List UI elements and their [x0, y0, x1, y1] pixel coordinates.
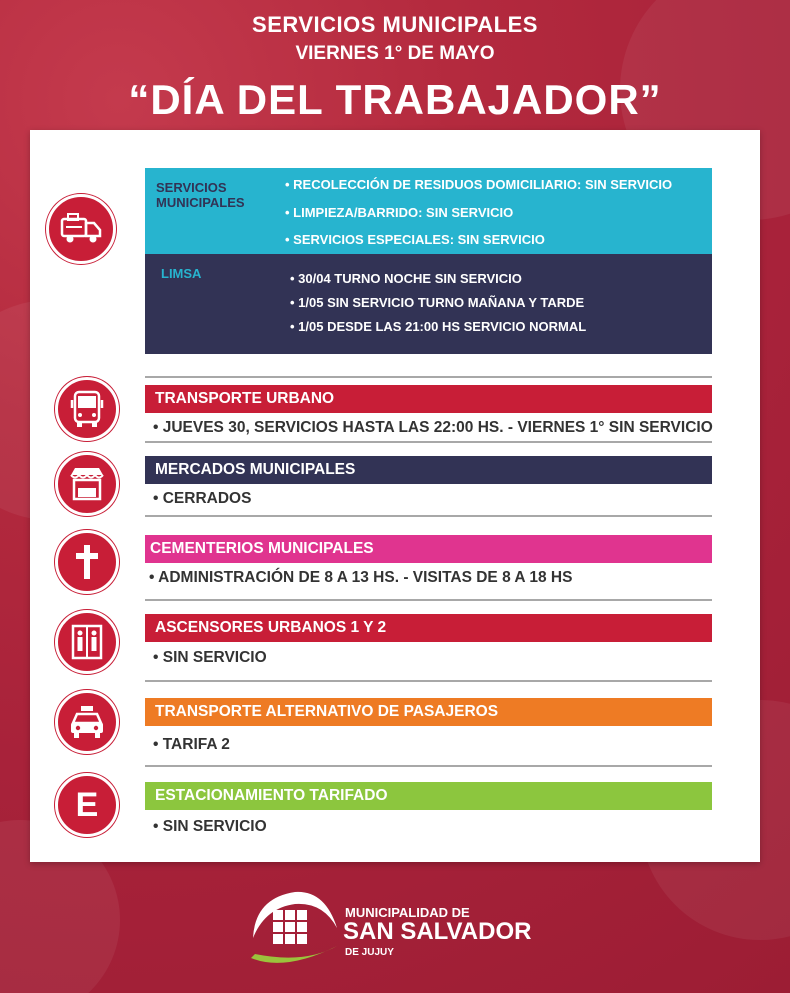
section-detail: • JUEVES 30, SERVICIOS HASTA LAS 22:00 H… [153, 419, 713, 436]
municipality-emblem-icon [251, 891, 337, 963]
limsa-item: • 30/04 TURNO NOCHE SIN SERVICIO [290, 271, 522, 286]
logo-line-3: DE JUJUY [345, 947, 394, 958]
servicios-label-line2: MUNICIPALES [156, 195, 245, 210]
section-detail: • SIN SERVICIO [153, 818, 267, 835]
section-detail: • CERRADOS [153, 490, 252, 507]
section-title: ESTACIONAMIENTO TARIFADO [155, 787, 388, 804]
logo-line-1: MUNICIPALIDAD DE [345, 905, 470, 920]
divider [145, 599, 712, 601]
section-detail: • ADMINISTRACIÓN DE 8 A 13 HS. - VISITAS… [149, 569, 573, 586]
logo-line-2: SAN SALVADOR [343, 918, 532, 945]
market-stall-icon [55, 452, 119, 516]
section-title: MERCADOS MUNICIPALES [155, 461, 356, 478]
limsa-item: • 1/05 DESDE LAS 21:00 HS SERVICIO NORMA… [290, 319, 587, 334]
garbage-truck-icon [46, 194, 116, 264]
section-bar-transporte-alternativo: TRANSPORTE ALTERNATIVO DE PASAJEROS [145, 698, 712, 726]
divider [145, 515, 712, 517]
page-title: “DÍA DEL TRABAJADOR” [128, 76, 662, 123]
divider [145, 376, 712, 378]
section-bar-cementerios: CEMENTERIOS MUNICIPALES [145, 535, 712, 563]
divider [145, 441, 712, 443]
elevator-icon [55, 610, 119, 674]
servicios-municipales-block: SERVICIOS MUNICIPALES • RECOLECCIÓN DE R… [145, 168, 712, 254]
bus-icon [55, 377, 119, 441]
header-line-1: SERVICIOS MUNICIPALES [252, 12, 538, 37]
parking-e-icon: E [55, 773, 119, 837]
section-detail: • TARIFA 2 [153, 736, 230, 753]
section-title: TRANSPORTE ALTERNATIVO DE PASAJEROS [155, 703, 499, 720]
divider [145, 680, 712, 682]
servicios-label-line1: SERVICIOS [156, 180, 227, 195]
servicios-item: • RECOLECCIÓN DE RESIDUOS DOMICILIARIO: … [285, 177, 673, 192]
header-date: VIERNES 1° DE MAYO [295, 43, 495, 64]
section-bar-mercados: MERCADOS MUNICIPALES [145, 456, 712, 484]
info-card: SERVICIOS MUNICIPALES • RECOLECCIÓN DE R… [30, 130, 760, 862]
section-bar-estacionamiento: ESTACIONAMIENTO TARIFADO [145, 782, 712, 810]
section-title: ASCENSORES URBANOS 1 Y 2 [155, 619, 387, 636]
limsa-block: LIMSA • 30/04 TURNO NOCHE SIN SERVICIO •… [145, 254, 712, 354]
servicios-item: • LIMPIEZA/BARRIDO: SIN SERVICIO [285, 205, 514, 220]
divider [145, 765, 712, 767]
limsa-item: • 1/05 SIN SERVICIO TURNO MAÑANA Y TARDE [290, 295, 585, 310]
section-title: CEMENTERIOS MUNICIPALES [150, 540, 374, 557]
cross-icon [55, 530, 119, 594]
municipality-logo: MUNICIPALIDAD DE SAN SALVADOR DE JUJUY [245, 888, 565, 968]
taxi-icon [55, 690, 119, 754]
section-bar-ascensores: ASCENSORES URBANOS 1 Y 2 [145, 614, 712, 642]
limsa-label: LIMSA [161, 266, 202, 281]
section-bar-transporte-urbano: TRANSPORTE URBANO [145, 385, 712, 413]
section-title: TRANSPORTE URBANO [155, 390, 335, 407]
servicios-item: • SERVICIOS ESPECIALES: SIN SERVICIO [285, 232, 545, 247]
parking-e-letter: E [75, 786, 99, 824]
section-detail: • SIN SERVICIO [153, 649, 267, 666]
